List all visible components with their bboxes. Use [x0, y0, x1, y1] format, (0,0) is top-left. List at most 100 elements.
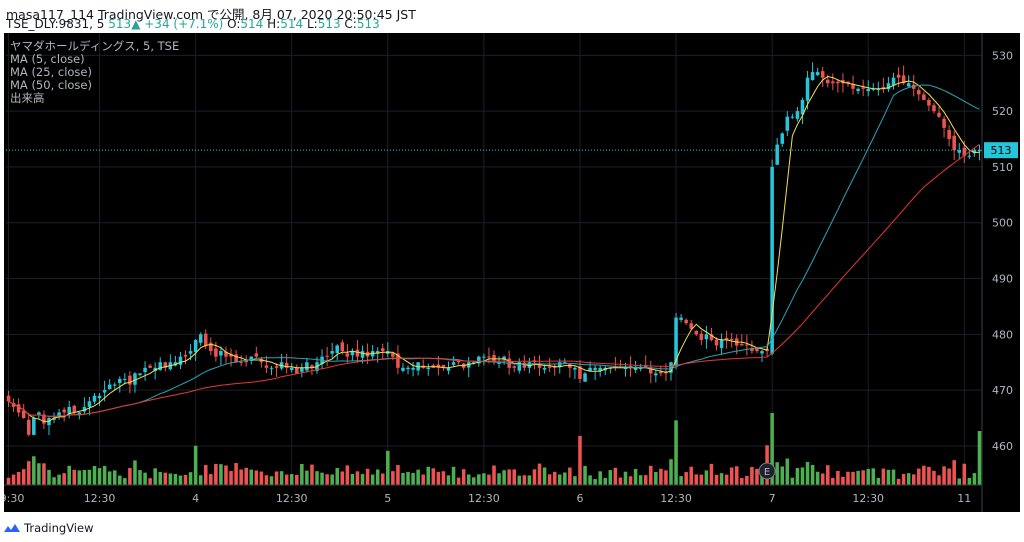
volume-bar [173, 474, 178, 485]
volume-bar [209, 474, 213, 485]
close-value: 513 [356, 17, 380, 31]
candle-body [107, 384, 112, 390]
x-tick-label: 12:30 [660, 492, 692, 505]
volume-bar [856, 470, 860, 485]
candle-body [244, 360, 248, 363]
chart-area[interactable]: 513 460 470 480 490 500 510 520 530 09:30 12:30 4… [0, 33, 1020, 512]
volume-bar [583, 465, 587, 485]
volume-bar [198, 475, 203, 485]
legend-volume: 出来高 [10, 91, 45, 105]
y-tick-label: 500 [992, 217, 1013, 230]
volume-bar [831, 477, 835, 485]
volume-bar [441, 471, 446, 485]
volume-bar [300, 463, 304, 485]
volume-bar [557, 474, 562, 485]
volume-bar [734, 466, 739, 485]
volume-bar [436, 471, 441, 485]
candle-body [330, 351, 334, 354]
volume-bar [654, 471, 658, 485]
candle-body [6, 395, 11, 402]
volume-bar [588, 475, 592, 485]
candle-body [62, 409, 66, 413]
candle-body [598, 367, 602, 372]
volume-bar [699, 474, 704, 485]
candle-body [77, 412, 82, 416]
candle-body [451, 362, 456, 365]
volume-bar [740, 477, 744, 485]
volume-bar [628, 476, 633, 485]
volume-bar [704, 470, 709, 485]
candle-body [527, 362, 532, 368]
volume-bar [279, 471, 284, 485]
candle-body [977, 150, 982, 152]
volume-bar [633, 468, 638, 485]
legend-ma25: MA (25, close) [10, 65, 92, 79]
volume-bar [72, 469, 77, 485]
volume-bar [815, 471, 820, 485]
volume-bar [158, 472, 163, 485]
candle-body [623, 367, 628, 369]
volume-bar [795, 467, 800, 485]
volume-bar [16, 471, 21, 485]
candle-body [825, 79, 830, 84]
low-label: L: [306, 17, 318, 31]
candle-body [689, 323, 693, 329]
volume-bar [456, 477, 461, 485]
candle-body [800, 99, 805, 115]
candle-body [932, 105, 936, 112]
candle-body [401, 367, 405, 371]
candle-body [92, 395, 97, 402]
candle-body [714, 339, 719, 346]
volume-bar [21, 469, 26, 485]
x-tick-label: 12:30 [852, 492, 884, 505]
price-chart[interactable]: 513 460 470 480 490 500 510 520 530 09:30 12:30 4… [0, 33, 1020, 512]
volume-bar [360, 474, 365, 485]
volume-bar [26, 461, 31, 485]
candle-body [214, 348, 218, 357]
volume-bar [643, 475, 648, 485]
ma5-line [8, 75, 980, 422]
volume-bar [598, 471, 602, 485]
candle-body [254, 353, 259, 357]
footer: TradingView [4, 517, 93, 539]
volume-bar [578, 435, 582, 485]
volume-bar [507, 469, 511, 485]
volume-bar [97, 468, 102, 485]
candle-body [472, 362, 476, 364]
candle-body [775, 144, 779, 165]
candle-body [153, 367, 157, 372]
volume-bar [386, 450, 390, 485]
candle-body [704, 334, 709, 340]
candle-body [97, 395, 102, 399]
candle-body [133, 373, 137, 385]
volume-bar [431, 468, 436, 485]
candle-body [608, 367, 613, 369]
volume-bar [972, 473, 977, 485]
candle-body [780, 133, 785, 144]
candle-body [355, 349, 360, 357]
volume-bar [421, 474, 425, 485]
candle-body [52, 418, 56, 420]
volume-bar [922, 465, 926, 485]
candle-body [57, 412, 61, 417]
candle-body [229, 353, 233, 357]
candle-body [173, 362, 178, 366]
volume-bar [219, 464, 223, 485]
candle-body [360, 351, 365, 358]
candle-body [67, 406, 71, 415]
candle-body [962, 147, 967, 156]
volume-bar [87, 469, 92, 485]
volume-bar [573, 476, 577, 485]
volume-bar [805, 462, 810, 485]
candle-body [259, 358, 264, 363]
volume-bar [224, 465, 228, 485]
volume-bar [188, 472, 193, 485]
footer-brand: TradingView [24, 521, 94, 535]
volume-bar [886, 469, 891, 485]
candle-body [866, 88, 870, 92]
volume-bar [57, 474, 61, 485]
volume-bar [497, 473, 501, 485]
candle-body [542, 367, 547, 370]
candle-body [487, 356, 491, 358]
volume-bar [537, 463, 542, 485]
